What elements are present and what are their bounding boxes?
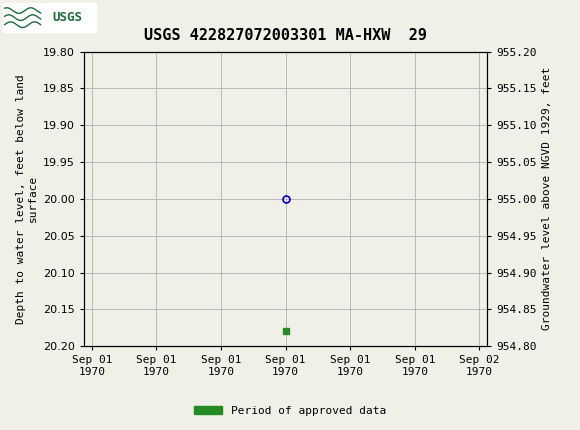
Legend: Period of approved data: Period of approved data xyxy=(190,401,390,420)
Text: USGS: USGS xyxy=(52,11,82,24)
Title: USGS 422827072003301 MA-HXW  29: USGS 422827072003301 MA-HXW 29 xyxy=(144,28,427,43)
Y-axis label: Depth to water level, feet below land
surface: Depth to water level, feet below land su… xyxy=(16,74,38,324)
Y-axis label: Groundwater level above NGVD 1929, feet: Groundwater level above NGVD 1929, feet xyxy=(542,67,552,331)
FancyBboxPatch shape xyxy=(3,3,96,32)
